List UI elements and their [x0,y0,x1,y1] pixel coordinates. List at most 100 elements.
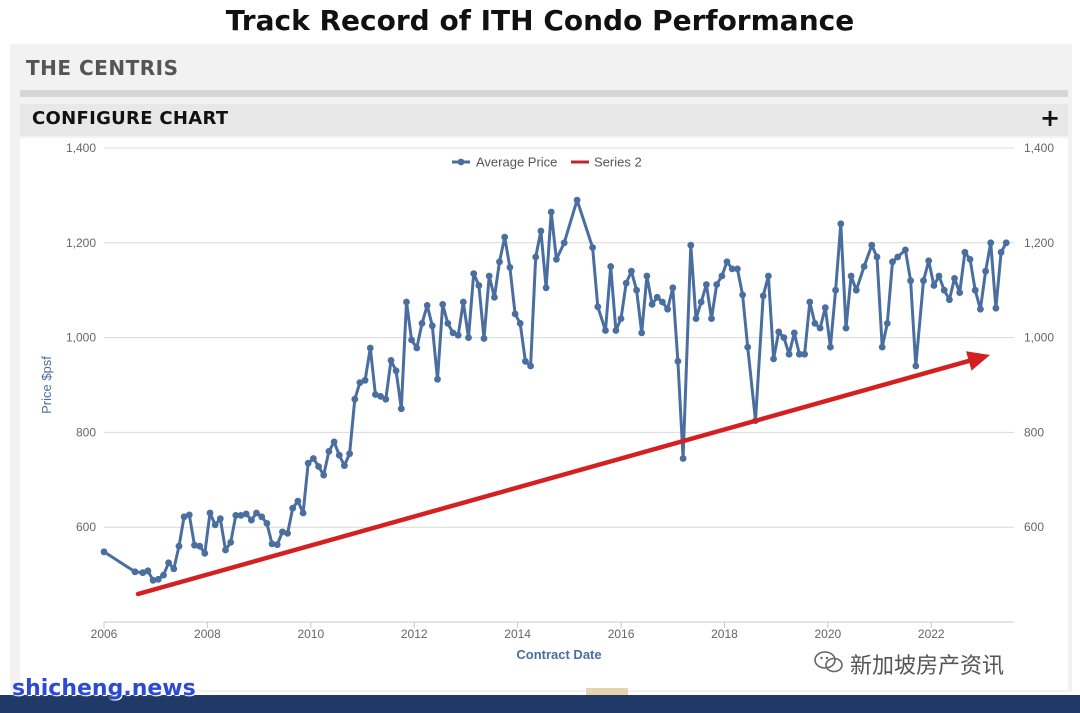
data-point [852,286,860,294]
data-point [801,350,808,358]
y-axis-title: Price $psf [39,356,54,414]
data-point [930,282,938,289]
data-point [160,571,167,579]
data-point [211,521,219,529]
data-point [522,357,529,365]
data-point [310,455,317,462]
expand-plus-icon[interactable]: + [1040,104,1061,132]
data-point [377,393,384,400]
data-point [744,343,752,351]
data-point [687,241,695,249]
y-tick-label: 600 [76,520,96,534]
data-point [617,315,625,322]
data-point [149,576,157,584]
data-point [790,329,798,337]
data-point [827,343,834,351]
data-point [780,334,788,341]
data-point [242,510,250,518]
data-point [713,281,721,288]
data-point [206,509,214,517]
data-point [997,248,1005,256]
data-point [537,227,545,235]
header-divider [20,90,1068,97]
watermark-left: shicheng.news [12,676,196,701]
data-point [894,253,902,261]
data-point [785,350,793,358]
data-point [723,258,731,266]
data-point [796,350,803,358]
data-point [480,335,488,342]
data-point [816,324,824,332]
y-right-tick-label: 600 [1024,520,1044,534]
data-point [648,301,656,308]
x-tick-label: 2018 [711,627,738,641]
series-average-price [100,196,1010,584]
data-point [542,284,550,292]
data-point [765,272,772,280]
data-point [940,286,948,294]
data-point [775,328,783,336]
data-point [170,565,178,573]
data-point [811,320,819,327]
x-axis-title: Contract Date [516,647,601,662]
data-point [868,241,876,249]
data-point [920,277,927,285]
data-point [622,279,630,287]
configure-chart-label[interactable]: CONFIGURE CHART [32,108,229,129]
y-right-tick-label: 1,200 [1024,236,1054,250]
data-point [633,286,640,294]
data-point [1002,239,1010,247]
data-point [237,512,245,519]
data-point [501,233,509,241]
data-point [408,336,415,344]
x-tick-label: 2006 [91,627,118,641]
data-point [459,298,467,306]
y-axis-right: 600 800 1,000 1,200 1,400 [1024,141,1054,534]
data-point [935,272,943,280]
y-axis-left: 600 800 1,000 1,200 1,400 [66,141,96,534]
y-tick-label: 1,000 [66,331,96,345]
data-point [589,244,596,251]
y-tick-label: 800 [76,425,96,439]
data-point [573,196,581,204]
data-point [878,343,886,351]
data-point [708,315,715,322]
y-right-tick-label: 1,400 [1024,141,1054,155]
data-point [977,305,984,313]
trend-arrow-head [966,351,990,371]
data-point [268,540,276,548]
data-point [284,530,291,537]
configure-chart-bar[interactable] [20,104,1068,136]
x-tick-label: 2014 [504,627,531,641]
data-point [273,541,281,549]
data-point [739,291,746,299]
data-point [506,264,514,271]
data-point [392,367,400,375]
data-point [185,511,193,519]
data-point [664,305,671,313]
data-point [516,320,524,327]
data-point [423,302,431,309]
data-point [356,379,364,386]
x-tick-label: 2020 [815,627,842,641]
data-point [289,504,297,512]
data-point [532,253,540,261]
data-point [100,548,108,556]
y-tick-label: 1,200 [66,236,96,250]
data-point [320,471,328,479]
data-point [330,438,338,446]
data-point [366,344,374,352]
data-point [602,327,609,334]
data-point [902,246,909,254]
data-point [759,292,767,300]
data-point [718,272,726,280]
data-point [889,258,896,266]
data-point [449,329,457,337]
data-point [232,512,240,519]
data-point [165,559,173,567]
data-point [971,286,979,294]
data-point [263,520,271,527]
data-point [511,310,519,318]
data-point [325,448,333,455]
data-point [961,248,969,256]
